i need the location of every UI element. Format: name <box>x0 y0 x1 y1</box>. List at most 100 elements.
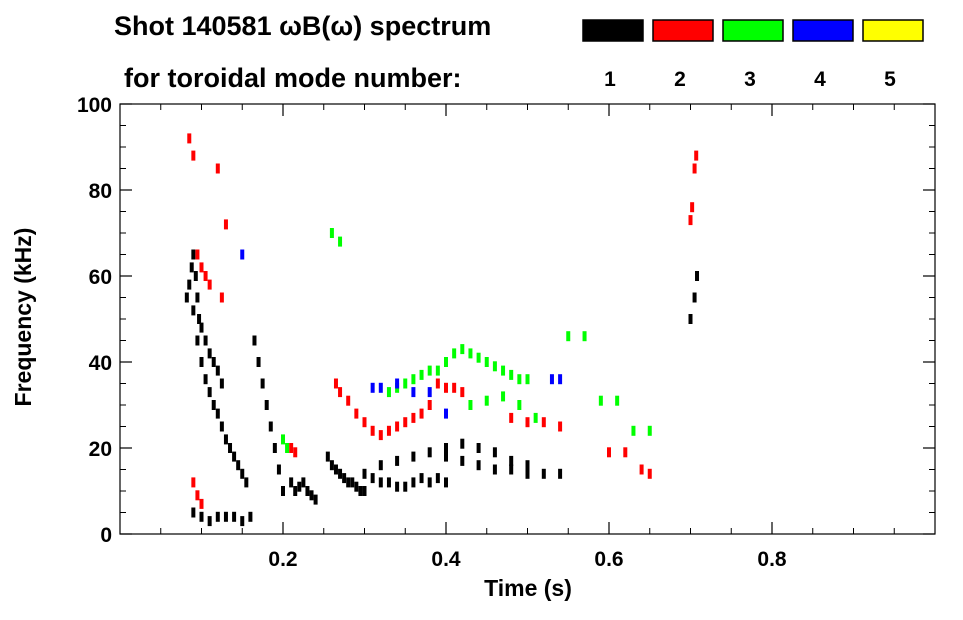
series-1-point-90 <box>692 292 697 303</box>
series-1-point-13 <box>191 305 196 316</box>
series-1-point-78 <box>492 464 497 475</box>
series-1-point-59 <box>362 486 367 496</box>
series-1-point-33 <box>240 516 245 527</box>
series-3-point-15 <box>492 361 497 372</box>
series-1-point-50 <box>325 451 330 462</box>
y-tick-label-80: 80 <box>89 180 112 203</box>
series-3-point-13 <box>476 352 481 363</box>
series-4 <box>240 249 563 419</box>
series-1-point-83 <box>444 443 448 453</box>
series-1-point-39 <box>268 421 273 432</box>
series-2-point-7 <box>223 219 228 230</box>
series-2-point-15 <box>338 387 343 398</box>
series-1-point-88 <box>525 460 530 471</box>
series-3-point-31 <box>329 228 334 238</box>
series-2-point-0 <box>187 133 192 144</box>
series-1-point-63 <box>386 477 391 488</box>
series-3-point-32 <box>338 236 343 247</box>
series-2-point-14 <box>333 378 338 389</box>
series-2-point-37 <box>639 464 644 475</box>
series-3-point-21 <box>484 395 489 406</box>
series-2-point-19 <box>370 425 375 436</box>
series-1-point-0 <box>184 292 189 303</box>
series-1-point-43 <box>289 477 294 488</box>
series-1-point-18 <box>211 400 216 410</box>
series-1-point-67 <box>419 473 424 484</box>
series-1-point-85 <box>476 443 481 453</box>
series-1-point-1 <box>187 279 192 290</box>
series-3-point-29 <box>631 425 636 436</box>
series-1-point-40 <box>272 443 277 453</box>
x-tick-label-0.4: 0.4 <box>431 548 461 571</box>
series-2-point-22 <box>395 421 400 432</box>
series-3-point-8 <box>435 365 440 376</box>
series-4-point-2 <box>395 378 400 389</box>
series-2-point-17 <box>354 408 359 419</box>
series-1-point-48 <box>309 490 314 501</box>
series-1-point-73 <box>411 451 416 462</box>
series-1-point-19 <box>215 408 220 419</box>
series-1-point-24 <box>236 460 241 471</box>
series-2-point-13 <box>293 447 298 458</box>
series-2-point-4 <box>203 271 208 281</box>
series-2-point-2 <box>195 249 200 260</box>
series-2-point-16 <box>346 395 351 406</box>
series-1-point-69 <box>435 473 440 484</box>
series-1-point-32 <box>232 511 237 522</box>
series-2-point-18 <box>362 417 367 428</box>
series-1-point-6 <box>197 314 202 324</box>
series-3-point-20 <box>468 400 473 410</box>
series-1-point-17 <box>207 387 212 398</box>
series-2-point-27 <box>435 378 440 389</box>
series-1-point-66 <box>411 477 416 488</box>
series-1-point-58 <box>358 486 363 496</box>
series-3-point-23 <box>517 400 522 410</box>
series-2-point-40 <box>690 202 695 213</box>
series-1-point-27 <box>191 507 196 518</box>
series-1-point-81 <box>541 468 546 479</box>
series-1 <box>184 249 700 527</box>
series-2-point-9 <box>195 490 200 501</box>
series-2-point-34 <box>558 421 563 432</box>
series-1-point-71 <box>378 460 383 471</box>
series-1-point-53 <box>338 468 343 479</box>
series-1-point-7 <box>199 322 204 333</box>
series-2-point-10 <box>199 498 204 509</box>
series-2-point-24 <box>411 412 416 423</box>
series-2-point-29 <box>452 382 457 393</box>
legend-label-5: 5 <box>884 68 896 91</box>
series-1-point-3 <box>191 249 196 260</box>
chart-title: Shot 140581 ωB(ω) spectrum <box>114 11 491 41</box>
series-1-point-64 <box>395 481 400 492</box>
series-2 <box>187 133 699 509</box>
series-3-point-5 <box>411 374 416 385</box>
series-1-point-31 <box>223 511 228 522</box>
series-1-point-76 <box>460 455 465 466</box>
series-3-point-19 <box>525 374 530 385</box>
series-1-point-65 <box>403 481 408 492</box>
series-1-point-11 <box>215 365 220 376</box>
series-3-point-6 <box>419 369 424 380</box>
series-1-point-15 <box>199 357 204 367</box>
series-1-point-49 <box>313 494 318 505</box>
series-1-point-56 <box>350 477 355 488</box>
series-2-point-35 <box>607 447 611 458</box>
series-3-point-17 <box>509 369 514 380</box>
legend: 1 2 3 4 5 <box>582 19 924 91</box>
legend-swatch-1 <box>582 19 644 42</box>
series-1-point-57 <box>354 481 359 492</box>
series-2-point-11 <box>219 292 224 303</box>
series-2-point-31 <box>509 412 514 423</box>
series-2-point-30 <box>460 387 465 398</box>
series-3-point-9 <box>444 357 448 367</box>
y-tick-label-20: 20 <box>89 438 112 461</box>
x-axis-label: Time (s) <box>484 575 572 601</box>
series-1-point-8 <box>203 335 208 346</box>
series-1-point-41 <box>276 464 281 475</box>
series-3-point-10 <box>452 348 457 359</box>
legend-swatch-4 <box>792 19 854 42</box>
series-4-point-3 <box>411 387 416 398</box>
series-1-point-2 <box>189 262 194 273</box>
series-1-point-16 <box>203 374 208 385</box>
